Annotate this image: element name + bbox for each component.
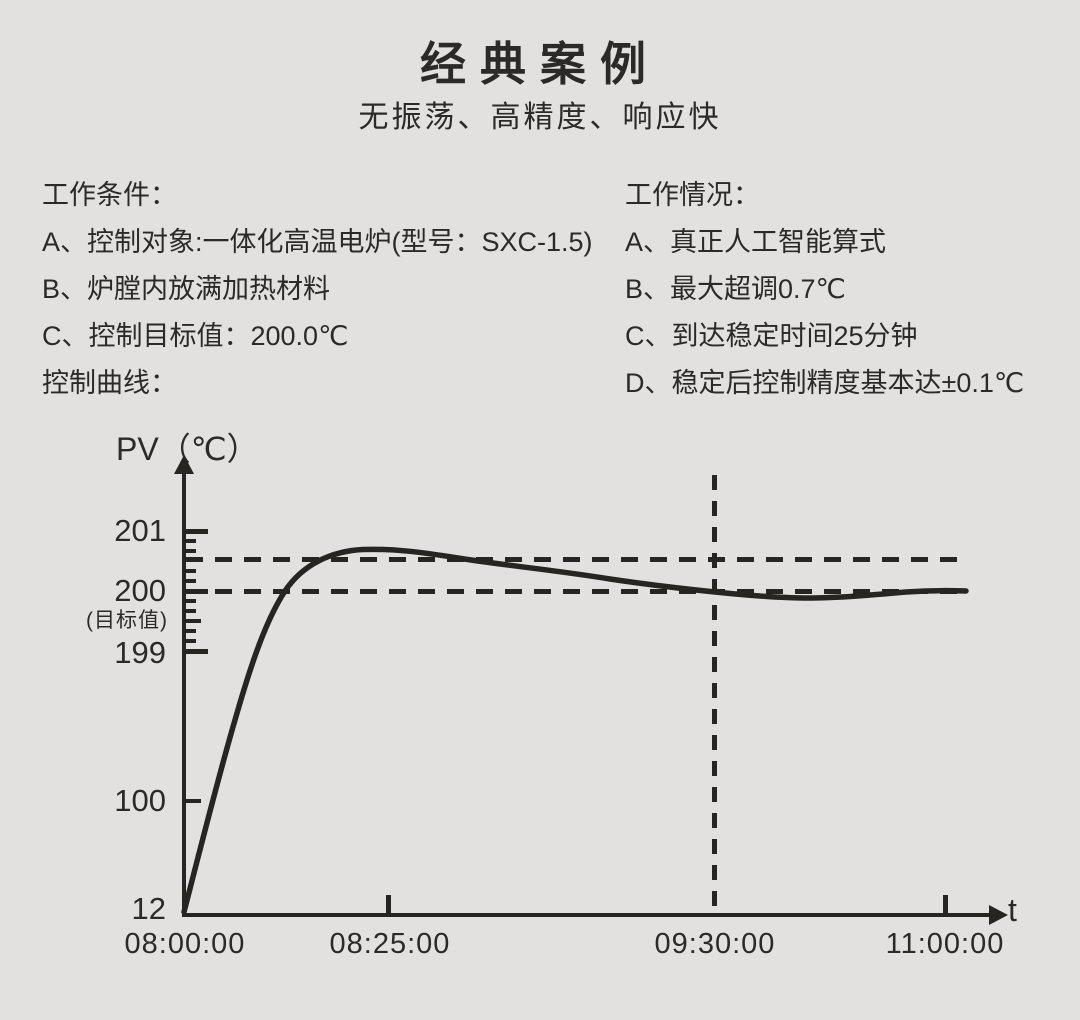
target-value-label: (目标值) (86, 609, 168, 632)
y-tick-minor (186, 599, 196, 603)
condition-item-a: A、控制对象:一体化高温电炉(型号：SXC-1.5) (42, 227, 593, 257)
x-axis-arrow-icon (989, 905, 1008, 925)
x-axis-line (182, 913, 992, 917)
y-tick-label-12: 12 (131, 891, 166, 926)
status-item-d: D、稳定后控制精度基本达±0.1℃ (625, 368, 1025, 398)
y-tick-label-199: 199 (114, 635, 166, 670)
page-subtitle: 无振荡、高精度、响应快 (358, 101, 722, 134)
stabilize-time-dashed-line (712, 475, 717, 913)
working-status-section: 工作情况： A、真正人工智能算式 B、最大超调0.7℃ C、到达稳定时间25分钟… (625, 172, 1024, 407)
y-tick-minor (186, 539, 196, 543)
y-tick-199 (186, 649, 208, 654)
y-axis-arrow-icon (174, 455, 194, 474)
status-item-a: A、真正人工智能算式 (625, 227, 887, 257)
x-tick-label-0825: 08:25:00 (329, 928, 451, 960)
status-item-c: C、到达稳定时间25分钟 (625, 321, 918, 351)
condition-item-c: C、控制目标值：200.0℃ (42, 321, 349, 351)
y-tick-label-200: 200 (114, 573, 166, 608)
y-tick-minor (186, 569, 196, 573)
control-curve-heading: 控制曲线： (42, 368, 177, 398)
x-tick-1100 (943, 895, 948, 913)
y-tick-minor (186, 579, 196, 583)
x-tick-label-0800: 08:00:00 (124, 928, 246, 960)
status-heading: 工作情况： (625, 180, 760, 210)
y-tick-201 (186, 529, 208, 534)
y-tick-label-100: 100 (114, 783, 166, 818)
x-axis-label: t (1008, 892, 1017, 928)
x-tick-0825 (386, 895, 391, 913)
y-tick-minor (186, 609, 196, 613)
status-item-b: B、最大超调0.7℃ (625, 274, 846, 304)
y-tick-minor (186, 639, 196, 643)
y-tick-minor (186, 629, 196, 633)
page-title: 经典案例 (420, 38, 660, 90)
y-axis-line (182, 468, 186, 917)
y-tick-label-201: 201 (114, 513, 166, 548)
x-tick-label-1100: 11:00:00 (885, 928, 1005, 960)
y-tick-100 (186, 799, 201, 803)
working-conditions-section: 工作条件： A、控制对象:一体化高温电炉(型号：SXC-1.5) B、炉膛内放满… (42, 172, 593, 407)
y-tick-medium (186, 619, 201, 623)
y-tick-minor (186, 549, 196, 553)
x-tick-label-0930: 09:30:00 (654, 928, 776, 960)
overshoot-dashed-line (186, 557, 968, 562)
condition-item-b: B、炉膛内放满加热材料 (42, 274, 331, 304)
target-dashed-line (186, 589, 968, 594)
conditions-heading: 工作条件： (42, 180, 177, 210)
